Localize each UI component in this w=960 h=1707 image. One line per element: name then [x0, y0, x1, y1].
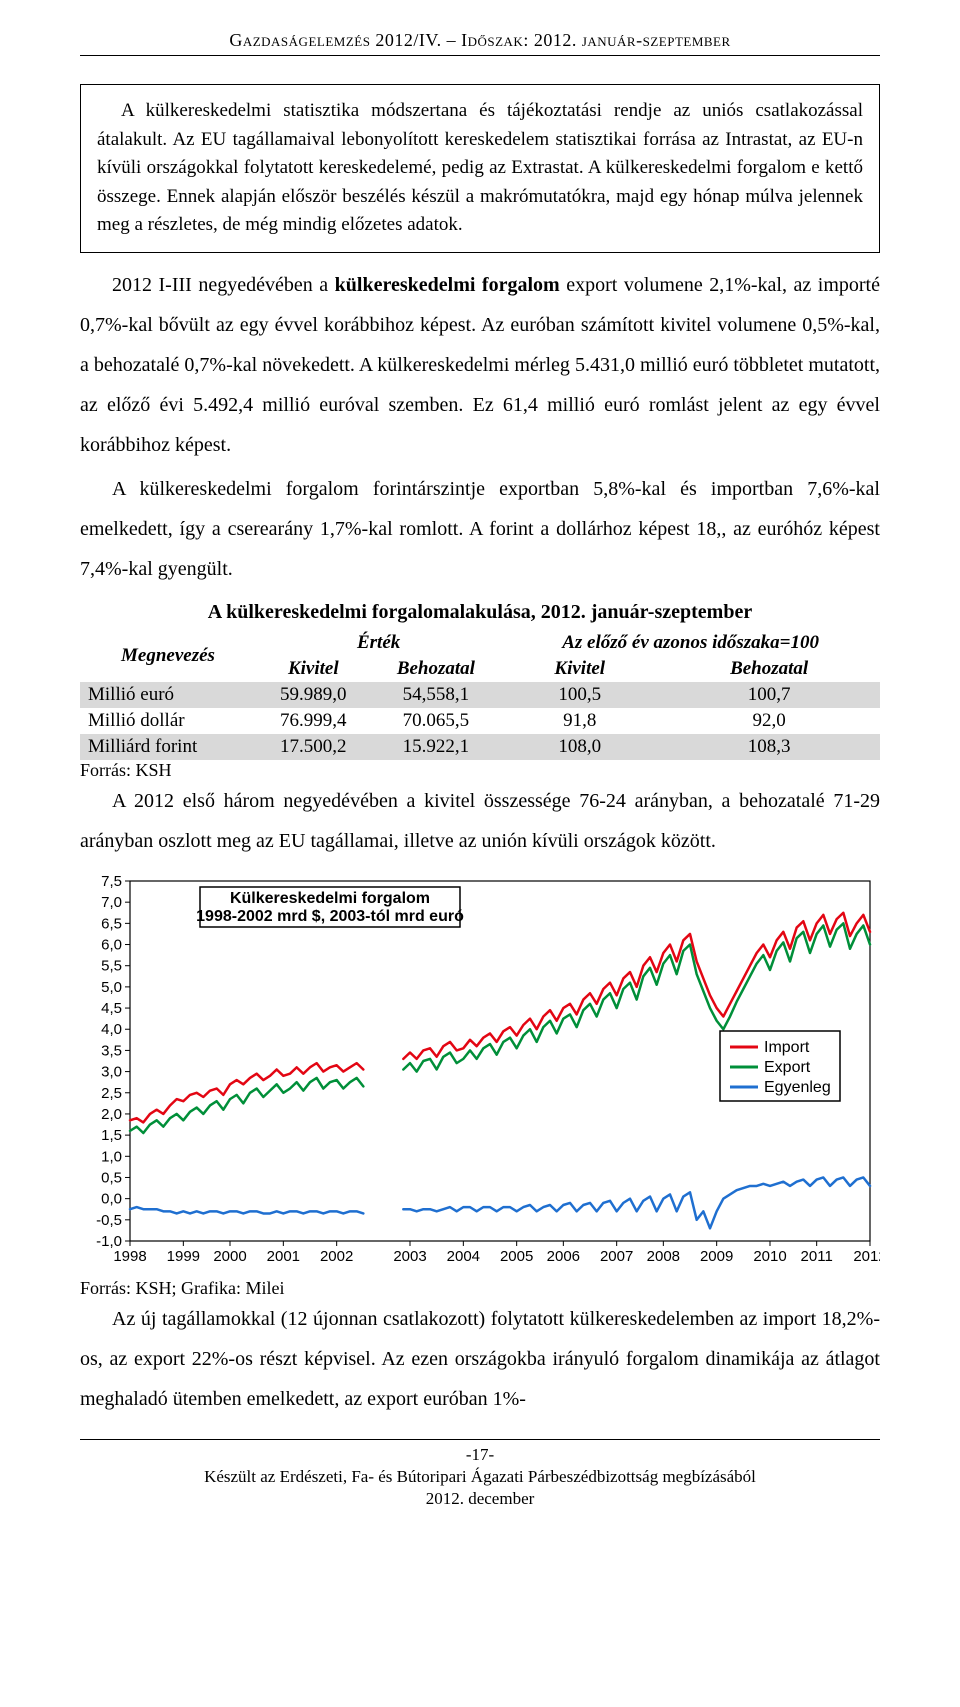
page-header: Gazdaságelemzés 2012/IV. – Időszak: 2012…	[80, 30, 880, 51]
row-value: 100,5	[501, 682, 658, 708]
th-behozatal1: Behozatal	[371, 656, 502, 682]
p1-c: export volumene 2,1%-kal, az importé 0,7…	[80, 274, 880, 456]
svg-text:2001: 2001	[267, 1248, 300, 1265]
svg-text:0,5: 0,5	[101, 1169, 122, 1186]
svg-text:3,0: 3,0	[101, 1063, 122, 1080]
svg-text:2011: 2011	[801, 1248, 833, 1265]
row-label: Milliárd forint	[80, 734, 256, 760]
svg-text:2010: 2010	[753, 1248, 786, 1265]
svg-text:2012: 2012	[853, 1248, 880, 1265]
header-rule	[80, 55, 880, 56]
row-value: 59.989,0	[256, 682, 371, 708]
svg-text:4,0: 4,0	[101, 1021, 122, 1038]
svg-text:1998: 1998	[113, 1248, 146, 1265]
svg-text:Külkereskedelmi forgalom: Külkereskedelmi forgalom	[230, 890, 430, 907]
svg-text:Egyenleg: Egyenleg	[764, 1079, 831, 1096]
svg-text:4,5: 4,5	[101, 1000, 122, 1017]
row-value: 91,8	[501, 708, 658, 734]
svg-text:2004: 2004	[447, 1248, 480, 1265]
svg-text:0,0: 0,0	[101, 1190, 122, 1207]
row-value: 70.065,5	[371, 708, 502, 734]
svg-text:3,5: 3,5	[101, 1042, 122, 1059]
svg-text:2006: 2006	[547, 1248, 580, 1265]
svg-text:-0,5: -0,5	[96, 1211, 122, 1228]
paragraph-1: 2012 I-III negyedévében a külkereskedelm…	[80, 265, 880, 465]
p1-a: 2012 I-III negyedévében a	[112, 274, 335, 296]
trade-table: Megnevezés Érték Az előző év azonos idős…	[80, 630, 880, 760]
chart-source: Forrás: KSH; Grafika: Milei	[80, 1278, 880, 1299]
svg-text:1999: 1999	[167, 1248, 200, 1265]
row-value: 15.922,1	[371, 734, 502, 760]
footer-pagenum: -17-	[80, 1444, 880, 1466]
paragraph-4: Az új tagállamokkal (12 újonnan csatlako…	[80, 1299, 880, 1419]
svg-text:2008: 2008	[647, 1248, 680, 1265]
svg-text:6,0: 6,0	[101, 936, 122, 953]
svg-text:1,0: 1,0	[101, 1148, 122, 1165]
footer-line2: Készült az Erdészeti, Fa- és Bútoripari …	[80, 1466, 880, 1488]
row-value: 100,7	[658, 682, 880, 708]
trade-chart: -1,0-0,50,00,51,01,52,02,53,03,54,04,55,…	[80, 871, 880, 1276]
th-megnevezes: Megnevezés	[80, 630, 256, 682]
row-value: 92,0	[658, 708, 880, 734]
th-index: Az előző év azonos időszaka=100	[501, 630, 880, 656]
row-label: Millió euró	[80, 682, 256, 708]
th-behozatal2: Behozatal	[658, 656, 880, 682]
svg-text:2007: 2007	[600, 1248, 633, 1265]
th-kivitel2: Kivitel	[501, 656, 658, 682]
svg-text:2005: 2005	[500, 1248, 533, 1265]
row-value: 54,558,1	[371, 682, 502, 708]
info-box: A külkereskedelmi statisztika módszertan…	[80, 84, 880, 253]
table-title: A külkereskedelmi forgalomalakulása, 201…	[80, 601, 880, 624]
row-value: 17.500,2	[256, 734, 371, 760]
svg-text:Export: Export	[764, 1059, 811, 1076]
svg-text:5,5: 5,5	[101, 957, 122, 974]
table-row: Millió dollár76.999,470.065,591,892,0	[80, 708, 880, 734]
table-row: Milliárd forint17.500,215.922,1108,0108,…	[80, 734, 880, 760]
paragraph-3: A 2012 első három negyedévében a kivitel…	[80, 781, 880, 861]
row-value: 108,3	[658, 734, 880, 760]
paragraph-2: A külkereskedelmi forgalom forintárszint…	[80, 469, 880, 589]
svg-text:7,5: 7,5	[101, 873, 122, 890]
row-value: 108,0	[501, 734, 658, 760]
svg-text:2000: 2000	[213, 1248, 246, 1265]
svg-text:1998-2002 mrd $, 2003-tól mrd: 1998-2002 mrd $, 2003-tól mrd euró	[196, 908, 464, 925]
th-ertek: Érték	[256, 630, 501, 656]
svg-text:2003: 2003	[393, 1248, 426, 1265]
row-label: Millió dollár	[80, 708, 256, 734]
svg-text:2,0: 2,0	[101, 1105, 122, 1122]
svg-text:6,5: 6,5	[101, 915, 122, 932]
row-value: 76.999,4	[256, 708, 371, 734]
svg-text:5,0: 5,0	[101, 978, 122, 995]
footer-line3: 2012. december	[80, 1488, 880, 1510]
svg-text:Import: Import	[764, 1039, 810, 1056]
svg-text:2009: 2009	[700, 1248, 733, 1265]
svg-text:2002: 2002	[320, 1248, 353, 1265]
table-row: Millió euró59.989,054,558,1100,5100,7	[80, 682, 880, 708]
th-kivitel1: Kivitel	[256, 656, 371, 682]
p1-bold: külkereskedelmi forgalom	[335, 274, 560, 296]
table-source: Forrás: KSH	[80, 760, 880, 781]
svg-text:2,5: 2,5	[101, 1084, 122, 1101]
svg-text:1,5: 1,5	[101, 1127, 122, 1144]
page-footer: -17- Készült az Erdészeti, Fa- és Bútori…	[80, 1444, 880, 1510]
footer-rule	[80, 1439, 880, 1440]
svg-text:7,0: 7,0	[101, 894, 122, 911]
